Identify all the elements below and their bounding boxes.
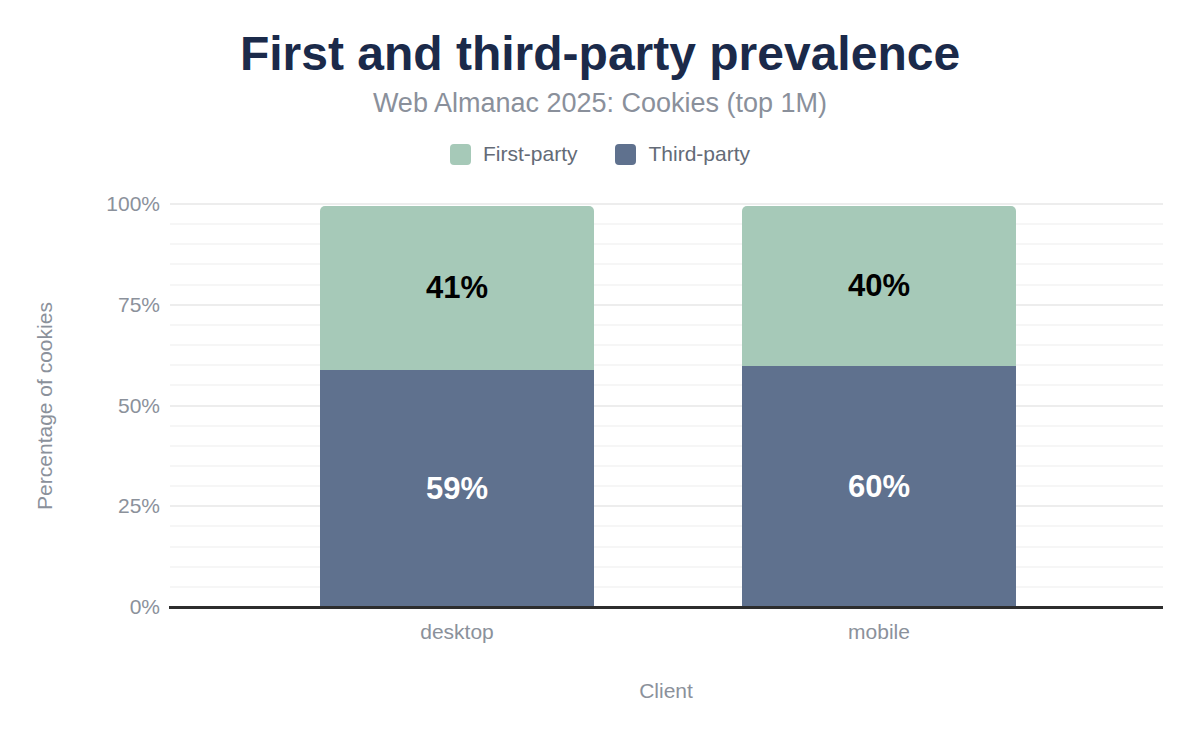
value-label-third-party-desktop: 59% (426, 471, 488, 507)
x-tick-label-desktop: desktop (420, 620, 494, 644)
bar-segment-first-party-desktop[interactable]: 41% (320, 206, 594, 370)
bar-segment-first-party-mobile[interactable]: 40% (742, 206, 1016, 366)
chart: First and third-party prevalence Web Alm… (0, 0, 1200, 742)
bar-mobile: 60% 40% (742, 204, 1016, 607)
legend-label-third-party: Third-party (648, 142, 750, 166)
plot-area: 59% 41% 60% 40% (170, 204, 1163, 607)
x-tick-label-mobile: mobile (848, 620, 910, 644)
x-axis-title: Client (639, 680, 693, 702)
value-label-first-party-desktop: 41% (426, 270, 488, 306)
y-tick-label-0: 0% (0, 595, 160, 619)
bar-segment-third-party-mobile[interactable]: 60% (742, 366, 1016, 607)
legend-swatch-third-party (615, 144, 636, 165)
legend-item-third-party[interactable]: Third-party (615, 142, 750, 166)
chart-title: First and third-party prevalence (0, 28, 1200, 80)
y-tick-label-100: 100% (0, 192, 160, 216)
legend-item-first-party[interactable]: First-party (450, 142, 578, 166)
value-label-third-party-mobile: 60% (848, 469, 910, 505)
legend: First-party Third-party (0, 142, 1200, 166)
bar-segment-third-party-desktop[interactable]: 59% (320, 370, 594, 607)
value-label-first-party-mobile: 40% (848, 268, 910, 304)
chart-subtitle: Web Almanac 2025: Cookies (top 1M) (0, 88, 1200, 118)
y-tick-label-75: 75% (0, 293, 160, 317)
legend-label-first-party: First-party (483, 142, 578, 166)
y-tick-label-25: 25% (0, 494, 160, 518)
bar-desktop: 59% 41% (320, 204, 594, 607)
legend-swatch-first-party (450, 144, 471, 165)
y-tick-label-50: 50% (0, 394, 160, 418)
x-axis-line (169, 606, 1163, 609)
